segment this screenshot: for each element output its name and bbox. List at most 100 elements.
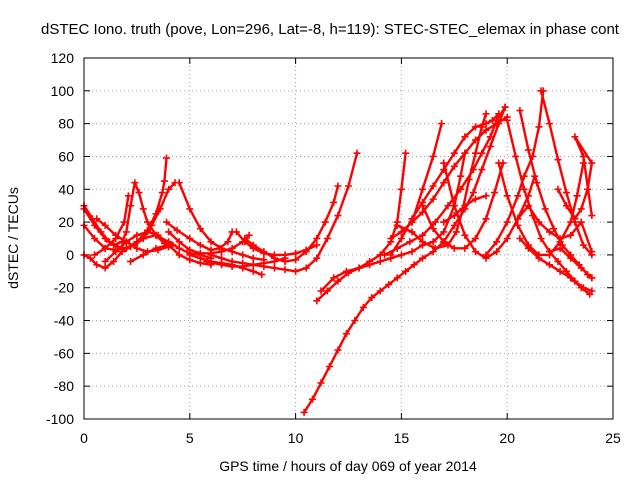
data-point: [241, 235, 249, 242]
data-point: [588, 274, 596, 282]
y-axis-label: dSTEC / TECUs: [5, 187, 21, 289]
data-point: [196, 241, 204, 249]
data-point: [317, 379, 325, 387]
data-point: [461, 231, 469, 239]
series-line: [497, 161, 585, 257]
series-line: [518, 109, 593, 280]
data-point: [143, 228, 151, 236]
data-point: [431, 218, 439, 226]
series-36: [514, 202, 596, 256]
data-point: [429, 225, 437, 233]
data-point: [239, 251, 247, 259]
data-point: [501, 103, 509, 111]
data-point: [342, 330, 350, 338]
data-point: [351, 317, 359, 325]
data-point: [334, 182, 342, 190]
data-point: [207, 238, 215, 246]
series-35: [546, 244, 596, 282]
data-point: [281, 266, 289, 274]
data-point: [554, 185, 562, 193]
data-point: [471, 123, 479, 131]
data-point: [397, 251, 405, 259]
data-point: [546, 248, 554, 256]
series-28: [495, 159, 587, 259]
data-point: [493, 116, 501, 124]
data-point: [158, 189, 166, 197]
data-point: [122, 228, 130, 236]
plot-frame: [83, 57, 614, 420]
data-point: [486, 133, 494, 141]
data-point: [419, 254, 427, 262]
data-point: [419, 185, 427, 193]
data-point: [478, 149, 486, 157]
x-tick-label: 25: [605, 430, 621, 446]
data-point: [503, 192, 511, 200]
data-point: [152, 244, 160, 252]
series-line: [383, 106, 507, 257]
data-point: [101, 257, 109, 265]
axis-ticks: -100 -80 -60 -40 -20 0 20 40 60 80 100 120 0 5 10 15 20 2…: [46, 50, 621, 446]
data-point: [562, 189, 570, 197]
data-point: [165, 228, 173, 236]
data-point: [207, 251, 215, 259]
data-point: [101, 244, 109, 252]
data-point: [546, 120, 554, 128]
data-point: [173, 226, 181, 234]
series-line: [518, 237, 591, 296]
data-point: [228, 248, 236, 256]
data-point: [292, 256, 300, 264]
series-27: [482, 87, 547, 259]
data-point: [503, 218, 511, 226]
data-point: [249, 254, 257, 262]
data-point: [406, 238, 414, 246]
data-point: [270, 257, 278, 265]
data-point: [471, 248, 479, 256]
data-point: [514, 215, 522, 223]
y-tick-label: 0: [66, 247, 74, 263]
data-point: [260, 262, 268, 270]
series-16: [207, 149, 361, 275]
data-point: [535, 218, 543, 226]
data-point: [491, 189, 499, 197]
data-point: [175, 251, 183, 259]
data-point: [313, 241, 321, 249]
y-tick-label: 60: [58, 148, 74, 164]
data-point: [393, 244, 401, 252]
data-point: [175, 238, 183, 246]
series-25: [419, 159, 507, 252]
data-point: [482, 126, 490, 134]
data-point: [281, 254, 289, 262]
data-point: [366, 261, 374, 269]
data-point: [556, 235, 564, 242]
data-point: [419, 202, 427, 210]
x-tick-label: 10: [288, 430, 304, 446]
data-point: [135, 189, 143, 197]
data-point: [478, 166, 486, 174]
data-point: [323, 235, 331, 242]
data-point: [524, 202, 532, 210]
data-point: [334, 346, 342, 354]
data-point: [402, 267, 410, 275]
data-point: [537, 87, 545, 95]
data-point: [419, 238, 427, 246]
y-tick-label: -80: [54, 378, 74, 394]
data-point: [397, 185, 405, 193]
data-point: [302, 264, 310, 272]
data-point: [91, 235, 99, 242]
data-point: [503, 116, 511, 124]
data-point: [152, 210, 160, 218]
data-point: [546, 228, 554, 236]
data-point: [342, 267, 350, 275]
y-tick-label: -100: [46, 411, 74, 427]
data-point: [471, 195, 479, 203]
data-point: [120, 218, 128, 226]
x-tick-label: 0: [80, 430, 88, 446]
data-point: [556, 244, 564, 252]
data-point: [397, 228, 405, 236]
data-point: [334, 277, 342, 285]
data-point: [258, 271, 266, 279]
data-point: [139, 235, 147, 242]
data-point: [419, 231, 427, 239]
data-point: [429, 182, 437, 190]
